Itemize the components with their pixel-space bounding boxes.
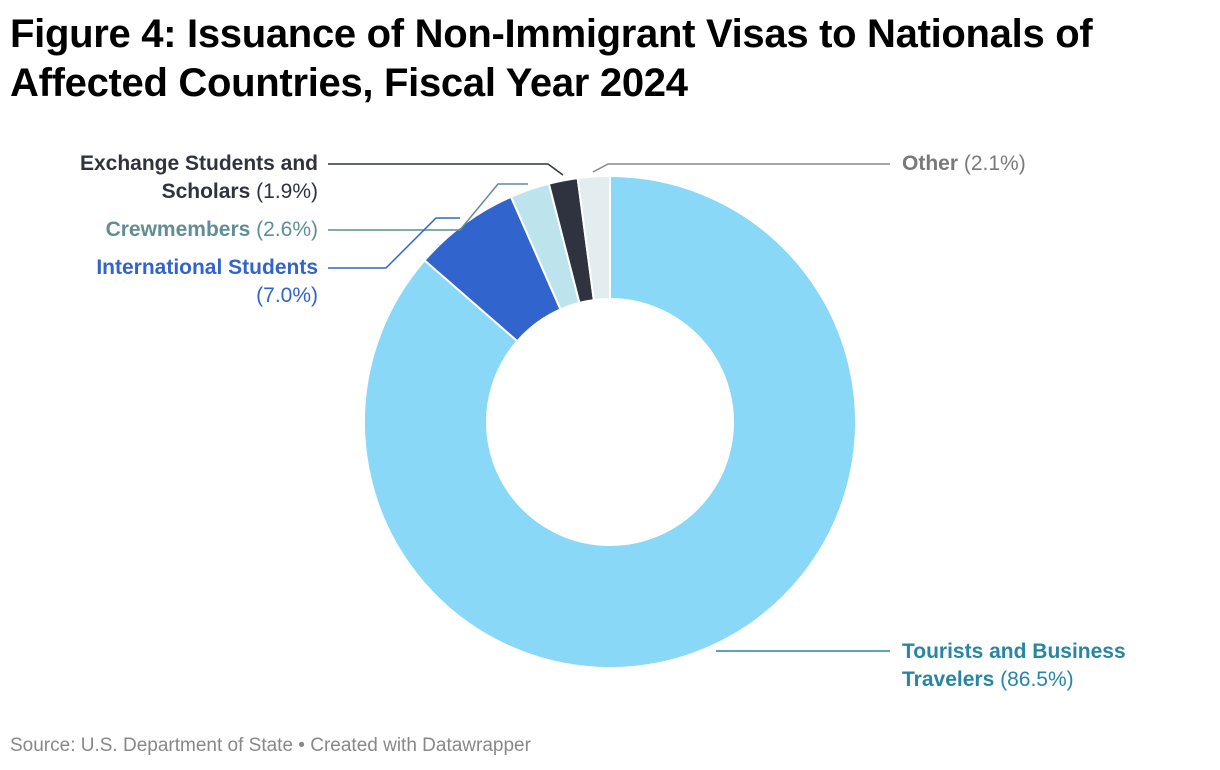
leader-line-international-students: [328, 217, 460, 269]
label-crewmembers-name: Crewmembers: [105, 218, 251, 241]
label-tourists: Tourists and Business Travelers (86.5%): [902, 638, 1182, 694]
label-international-students-value: (7.0%): [256, 284, 318, 307]
label-crewmembers: Crewmembers (2.6%): [106, 216, 318, 244]
slice-tourists-and-business-travelers: [363, 174, 857, 669]
leader-line-crewmembers: [328, 183, 528, 231]
leader-line-other: [592, 163, 890, 173]
label-exchange-students-value: (1.9%): [256, 180, 318, 203]
label-tourists-name: Tourists and Business Travelers: [902, 640, 1126, 691]
label-other-value: (2.1%): [963, 152, 1026, 175]
slice-other: [576, 174, 611, 302]
label-exchange-students-name: Exchange Students and Scholars: [79, 152, 318, 203]
label-other: Other (2.1%): [902, 150, 1026, 178]
leader-line-exchange: [328, 163, 564, 176]
label-tourists-value: (86.5%): [1000, 668, 1074, 691]
label-other-name: Other: [902, 152, 959, 175]
label-international-students: International Students (7.0%): [96, 254, 318, 310]
chart-title: Figure 4: Issuance of Non-Immigrant Visa…: [10, 12, 1093, 105]
label-international-students-name: International Students: [96, 256, 318, 279]
label-crewmembers-value: (2.6%): [256, 218, 318, 241]
label-exchange-students: Exchange Students and Scholars (1.9%): [0, 150, 318, 206]
source-note: Source: U.S. Department of State • Creat…: [10, 735, 531, 756]
